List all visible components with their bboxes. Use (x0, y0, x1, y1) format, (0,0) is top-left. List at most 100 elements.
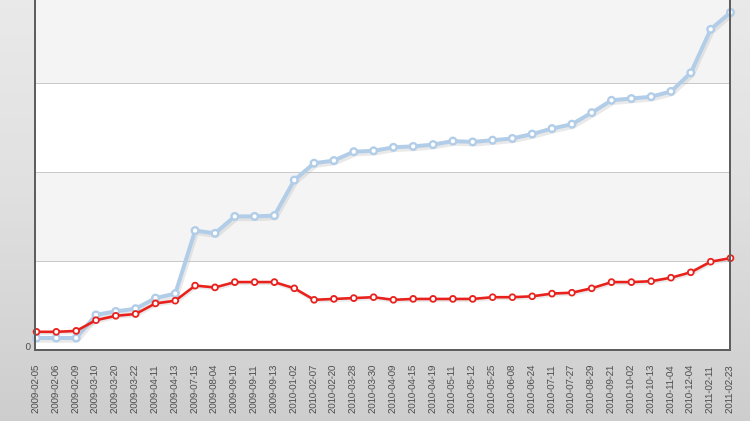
series-red-marker (647, 277, 656, 286)
series-blue-marker (428, 140, 438, 150)
x-tick-label: 2010-10-02 (624, 365, 636, 414)
series-blue-marker (190, 226, 200, 236)
series-red-marker (330, 295, 338, 303)
series-red-marker (230, 278, 239, 286)
series-blue-marker (51, 333, 61, 343)
series-red-line (35, 256, 732, 334)
series-blue-marker (488, 135, 498, 145)
series-red-marker (528, 292, 537, 301)
series-blue-marker (587, 108, 597, 118)
series-blue-marker (309, 158, 319, 168)
x-tick-label: 2009-09-11 (248, 366, 260, 414)
x-tick-label: 2009-09-10 (228, 365, 240, 414)
series-blue-marker (388, 142, 398, 152)
x-tick-label: 2010-04-09 (386, 365, 398, 414)
x-tick-label: 2009-02-05 (30, 365, 41, 414)
x-tick-label: 2009-04-13 (168, 365, 180, 414)
x-tick-label: 2010-05-25 (486, 365, 498, 414)
series-blue-marker (567, 119, 577, 129)
series-blue-marker (210, 228, 220, 238)
series-blue-marker (468, 137, 478, 147)
x-tick-label: 2009-09-13 (267, 365, 279, 414)
series-blue-marker (349, 147, 359, 157)
x-tick-label: 2009-02-06 (49, 365, 61, 414)
series-red-marker (52, 327, 61, 336)
x-tick-label: 2010-10-13 (644, 365, 656, 414)
series-red-marker (706, 257, 715, 266)
x-tick-label: 2010-08-29 (585, 365, 597, 414)
x-tick-label: 2009-04-11 (148, 366, 160, 414)
series-red-marker (369, 293, 378, 302)
series-red-marker (131, 310, 140, 318)
series-red-shadow (36, 258, 733, 335)
series-red-marker (349, 294, 358, 302)
x-tick-label: 2010-05-12 (466, 365, 478, 414)
series-blue-marker (646, 92, 656, 102)
x-tick-label: 2010-01-02 (287, 365, 299, 414)
series-red-marker (72, 327, 81, 335)
right-border-line (729, 0, 731, 351)
series-red-marker (211, 283, 219, 292)
series-blue-marker (626, 93, 636, 104)
x-tick-label: 2010-03-28 (347, 365, 359, 414)
x-tick-label: 2010-07-11 (545, 366, 557, 414)
x-tick-label: 2010-02-20 (327, 365, 339, 414)
series-red-marker (548, 289, 556, 298)
x-axis-line (34, 349, 731, 351)
x-tick-label: 2009-08-04 (208, 365, 220, 414)
y-axis-line (34, 0, 36, 351)
y-gridline (36, 83, 730, 85)
x-tick-label: 2009-02-09 (69, 365, 81, 414)
series-red-marker (607, 278, 616, 286)
series-blue-marker (547, 124, 557, 134)
series-red-marker (508, 293, 517, 302)
x-tick-label: 2010-09-21 (605, 365, 617, 414)
x-tick-label: 2010-04-15 (406, 365, 418, 414)
series-red-marker (488, 293, 497, 302)
y-gridline (36, 260, 730, 262)
x-tick-label: 2009-03-22 (129, 365, 141, 414)
series-blue-marker (527, 129, 537, 139)
series-red-marker (409, 295, 418, 303)
series-red-marker (290, 284, 299, 293)
series-blue-marker (170, 289, 180, 299)
x-tick-label: 2010-04-19 (426, 365, 438, 414)
x-tick-label: 2009-03-20 (109, 365, 121, 414)
series-blue-marker (250, 211, 260, 221)
x-tick-label: 2010-06-08 (505, 365, 517, 414)
plot-band (36, 0, 730, 84)
series-red-marker (568, 288, 576, 297)
series-red-marker (310, 295, 318, 304)
series-blue-marker (686, 68, 696, 78)
series-red-marker (686, 268, 695, 277)
y-axis-zero-label: 0 (25, 342, 31, 353)
series-red-marker (191, 281, 199, 290)
series-blue-marker (269, 211, 279, 221)
series-red-marker (449, 295, 457, 303)
x-tick-label: 2010-11-04 (664, 366, 676, 414)
series-red-marker (250, 278, 259, 286)
x-tick-label: 2009-03-10 (89, 365, 101, 414)
series-red-marker (587, 284, 596, 293)
series-blue-marker (666, 86, 676, 96)
series-red-marker (111, 311, 120, 320)
series-blue-marker (71, 333, 81, 343)
x-tick-label: 2010-12-04 (684, 365, 696, 414)
x-tick-label: 2010-06-24 (525, 365, 537, 414)
series-red-marker (667, 273, 675, 282)
series-red-marker (270, 278, 279, 286)
series-blue-marker (706, 24, 716, 34)
x-tick-label: 2011-02-11 (704, 367, 716, 414)
series-blue-marker (408, 141, 418, 151)
x-tick-label: 2010-03-30 (367, 365, 379, 414)
series-red-marker (92, 316, 100, 325)
series-red-marker (627, 278, 636, 286)
series-blue-marker (230, 211, 240, 221)
x-tick-label: 2009-07-15 (188, 365, 200, 414)
series-blue-shadow (35, 12, 735, 343)
x-tick-label: 2010-05-11 (446, 366, 458, 414)
series-blue-marker (448, 136, 458, 146)
series-blue-marker (507, 133, 517, 143)
